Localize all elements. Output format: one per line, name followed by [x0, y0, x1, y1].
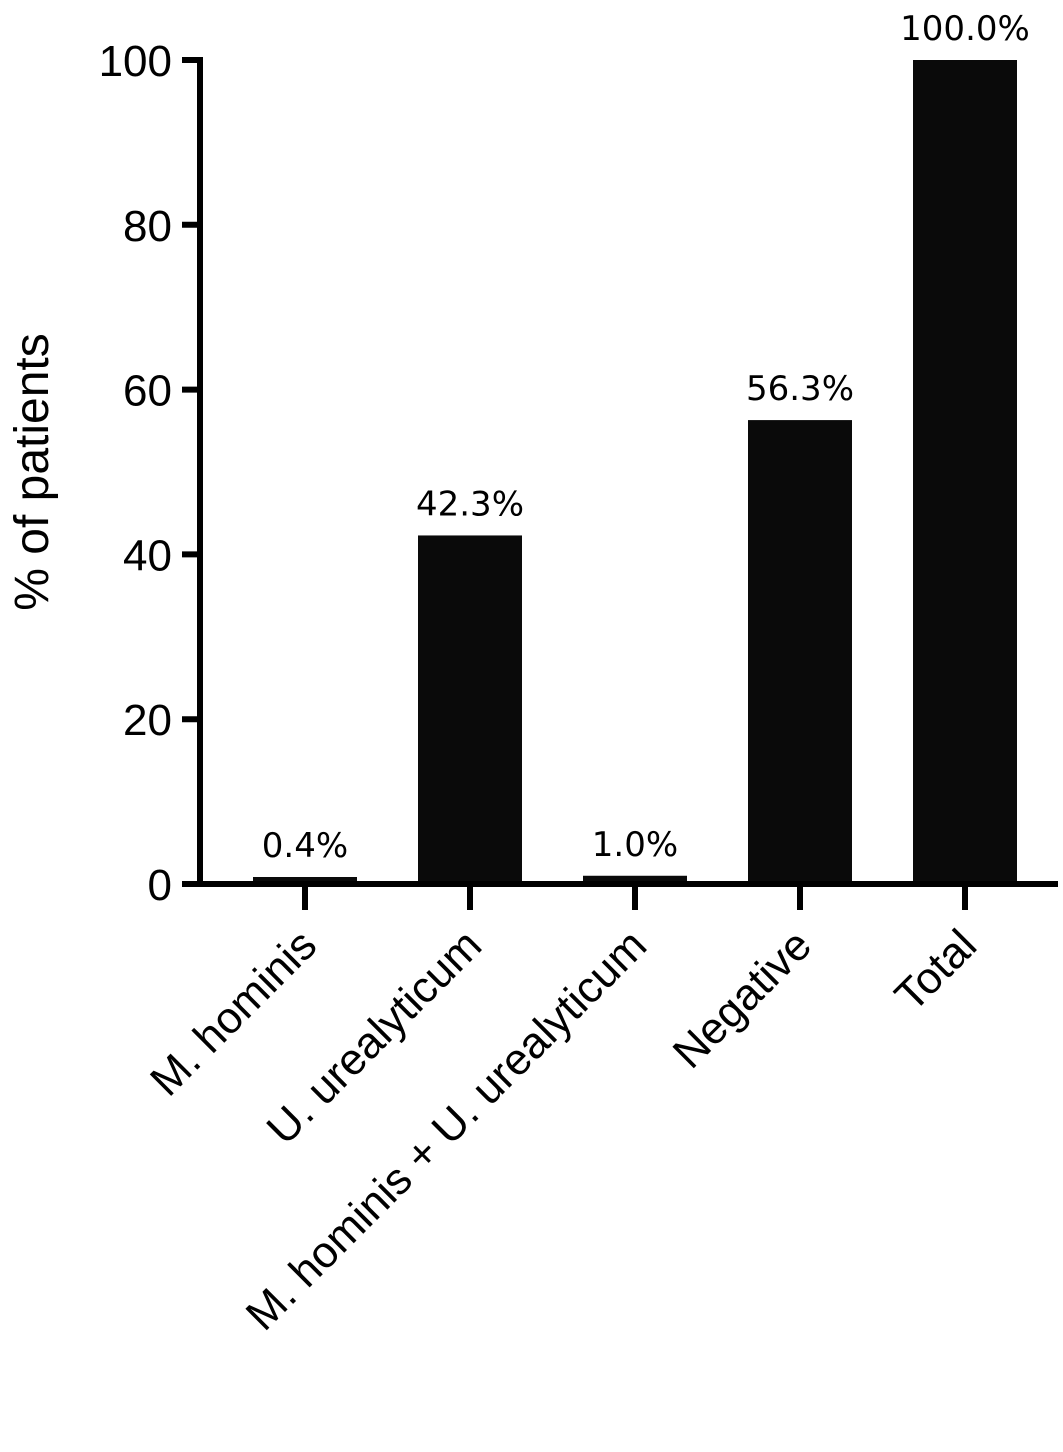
y-ticks-group: 0 20 40 60 80 100: [99, 37, 200, 910]
data-label-1: 42.3%: [416, 484, 524, 524]
bars-group: [253, 60, 1017, 884]
data-labels-group: 0.4% 42.3% 1.0% 56.3% 100.0%: [262, 9, 1030, 866]
y-tick-label-0: 0: [148, 861, 172, 910]
data-label-0: 0.4%: [262, 826, 348, 866]
y-tick-label-3: 60: [123, 367, 172, 416]
bar-2: [583, 875, 687, 884]
y-axis-title: % of patients: [6, 333, 59, 611]
y-tick-label-5: 100: [99, 37, 172, 86]
y-tick-label-2: 40: [123, 531, 172, 580]
data-label-4: 100.0%: [900, 9, 1030, 49]
bar-3: [748, 420, 852, 884]
data-label-3: 56.3%: [746, 369, 854, 409]
x-tick-label-4: Total: [886, 920, 986, 1020]
bar-4: [913, 60, 1017, 884]
data-label-2: 1.0%: [592, 825, 678, 865]
bar-1: [418, 535, 522, 884]
axes-group: [197, 57, 1058, 887]
bar-0: [253, 877, 357, 884]
x-tick-label-3: Negative: [664, 920, 821, 1077]
y-tick-label-4: 80: [123, 202, 172, 251]
y-tick-label-1: 20: [123, 696, 172, 745]
